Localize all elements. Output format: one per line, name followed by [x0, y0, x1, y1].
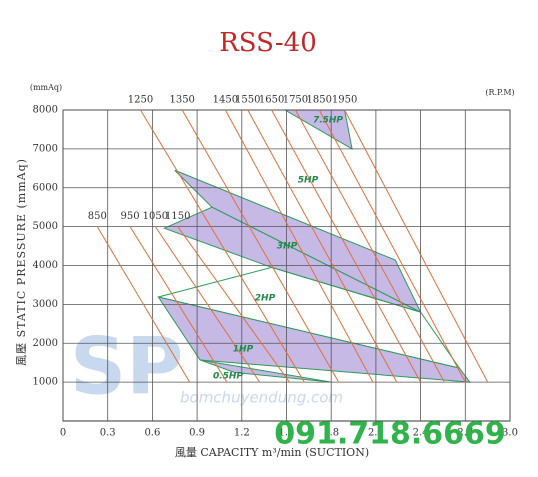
x-tick-label: 3.0: [502, 428, 518, 439]
rpm-line: [96, 226, 191, 383]
x-tick-label: 0.9: [189, 428, 205, 439]
rpm-label: 1150: [165, 211, 190, 222]
y-tick-label: 7000: [33, 143, 58, 154]
rpm-line: [129, 226, 228, 383]
x-tick-label: 0: [60, 428, 66, 439]
rpm-line: [181, 109, 340, 383]
y-tick-label: 4000: [33, 260, 58, 271]
watermark-phone: 091.718.6669: [274, 417, 506, 452]
rpm-label: 1350: [169, 95, 194, 106]
y-tick-label: 3000: [33, 299, 58, 310]
rpm-line: [344, 109, 489, 383]
watermark-site: bomchuyendung.com: [180, 389, 343, 407]
watermark-logo: SP: [70, 322, 183, 412]
y-tick-label: 5000: [33, 221, 58, 232]
y-tick-label: 1000: [33, 377, 58, 388]
hp-label: 0.5HP: [213, 372, 243, 382]
hp-label: 5HP: [298, 176, 319, 186]
hp-label: 7.5HP: [313, 116, 343, 126]
rpm-line: [318, 109, 466, 383]
rpm-label: 1550: [235, 95, 260, 106]
x-tick-label: 2.7: [457, 428, 473, 439]
y-unit: (mmAq): [30, 83, 62, 92]
x-tick-label: 1.2: [234, 428, 250, 439]
x-tick-label: 0.3: [100, 428, 116, 439]
rpm-line: [177, 226, 290, 383]
rpm-line: [224, 109, 374, 383]
rpm-unit: (R.P.M): [485, 88, 514, 97]
rpm-line: [154, 226, 261, 383]
rpm-label: 1850: [307, 95, 332, 106]
rpm-label: 1750: [283, 95, 308, 106]
x-tick-label: 0.6: [144, 428, 160, 439]
x-tick-label: 1.5: [279, 428, 295, 439]
rpm-label: 1050: [143, 211, 168, 222]
x-tick-label: 2.1: [368, 428, 384, 439]
y-tick-label: 6000: [33, 182, 58, 193]
rpm-line: [271, 109, 422, 383]
chart-title: RSS-40: [219, 28, 317, 58]
y-axis-label: 風壓 STATIC PRESSURE (mmAq): [15, 158, 28, 366]
x-tick-label: 2.4: [413, 428, 429, 439]
x-tick-label: 1.8: [323, 428, 339, 439]
rpm-line: [140, 109, 305, 383]
rpm-label: 850: [88, 211, 107, 222]
y-tick-label: 2000: [33, 338, 58, 349]
rpm-line: [247, 109, 398, 383]
hp-label: 3HP: [277, 242, 298, 252]
hp-label: 2HP: [255, 294, 276, 304]
rpm-label: 1950: [332, 95, 357, 106]
rpm-label: 950: [121, 211, 140, 222]
hp-label: 1HP: [233, 345, 254, 355]
x-axis-label: 風量 CAPACITY m³/min (SUCTION): [175, 446, 369, 459]
rpm-line: [295, 109, 445, 383]
rpm-label: 1450: [213, 95, 238, 106]
rpm-label: 1250: [128, 95, 153, 106]
y-tick-label: 8000: [33, 105, 58, 116]
rpm-label: 1650: [259, 95, 284, 106]
